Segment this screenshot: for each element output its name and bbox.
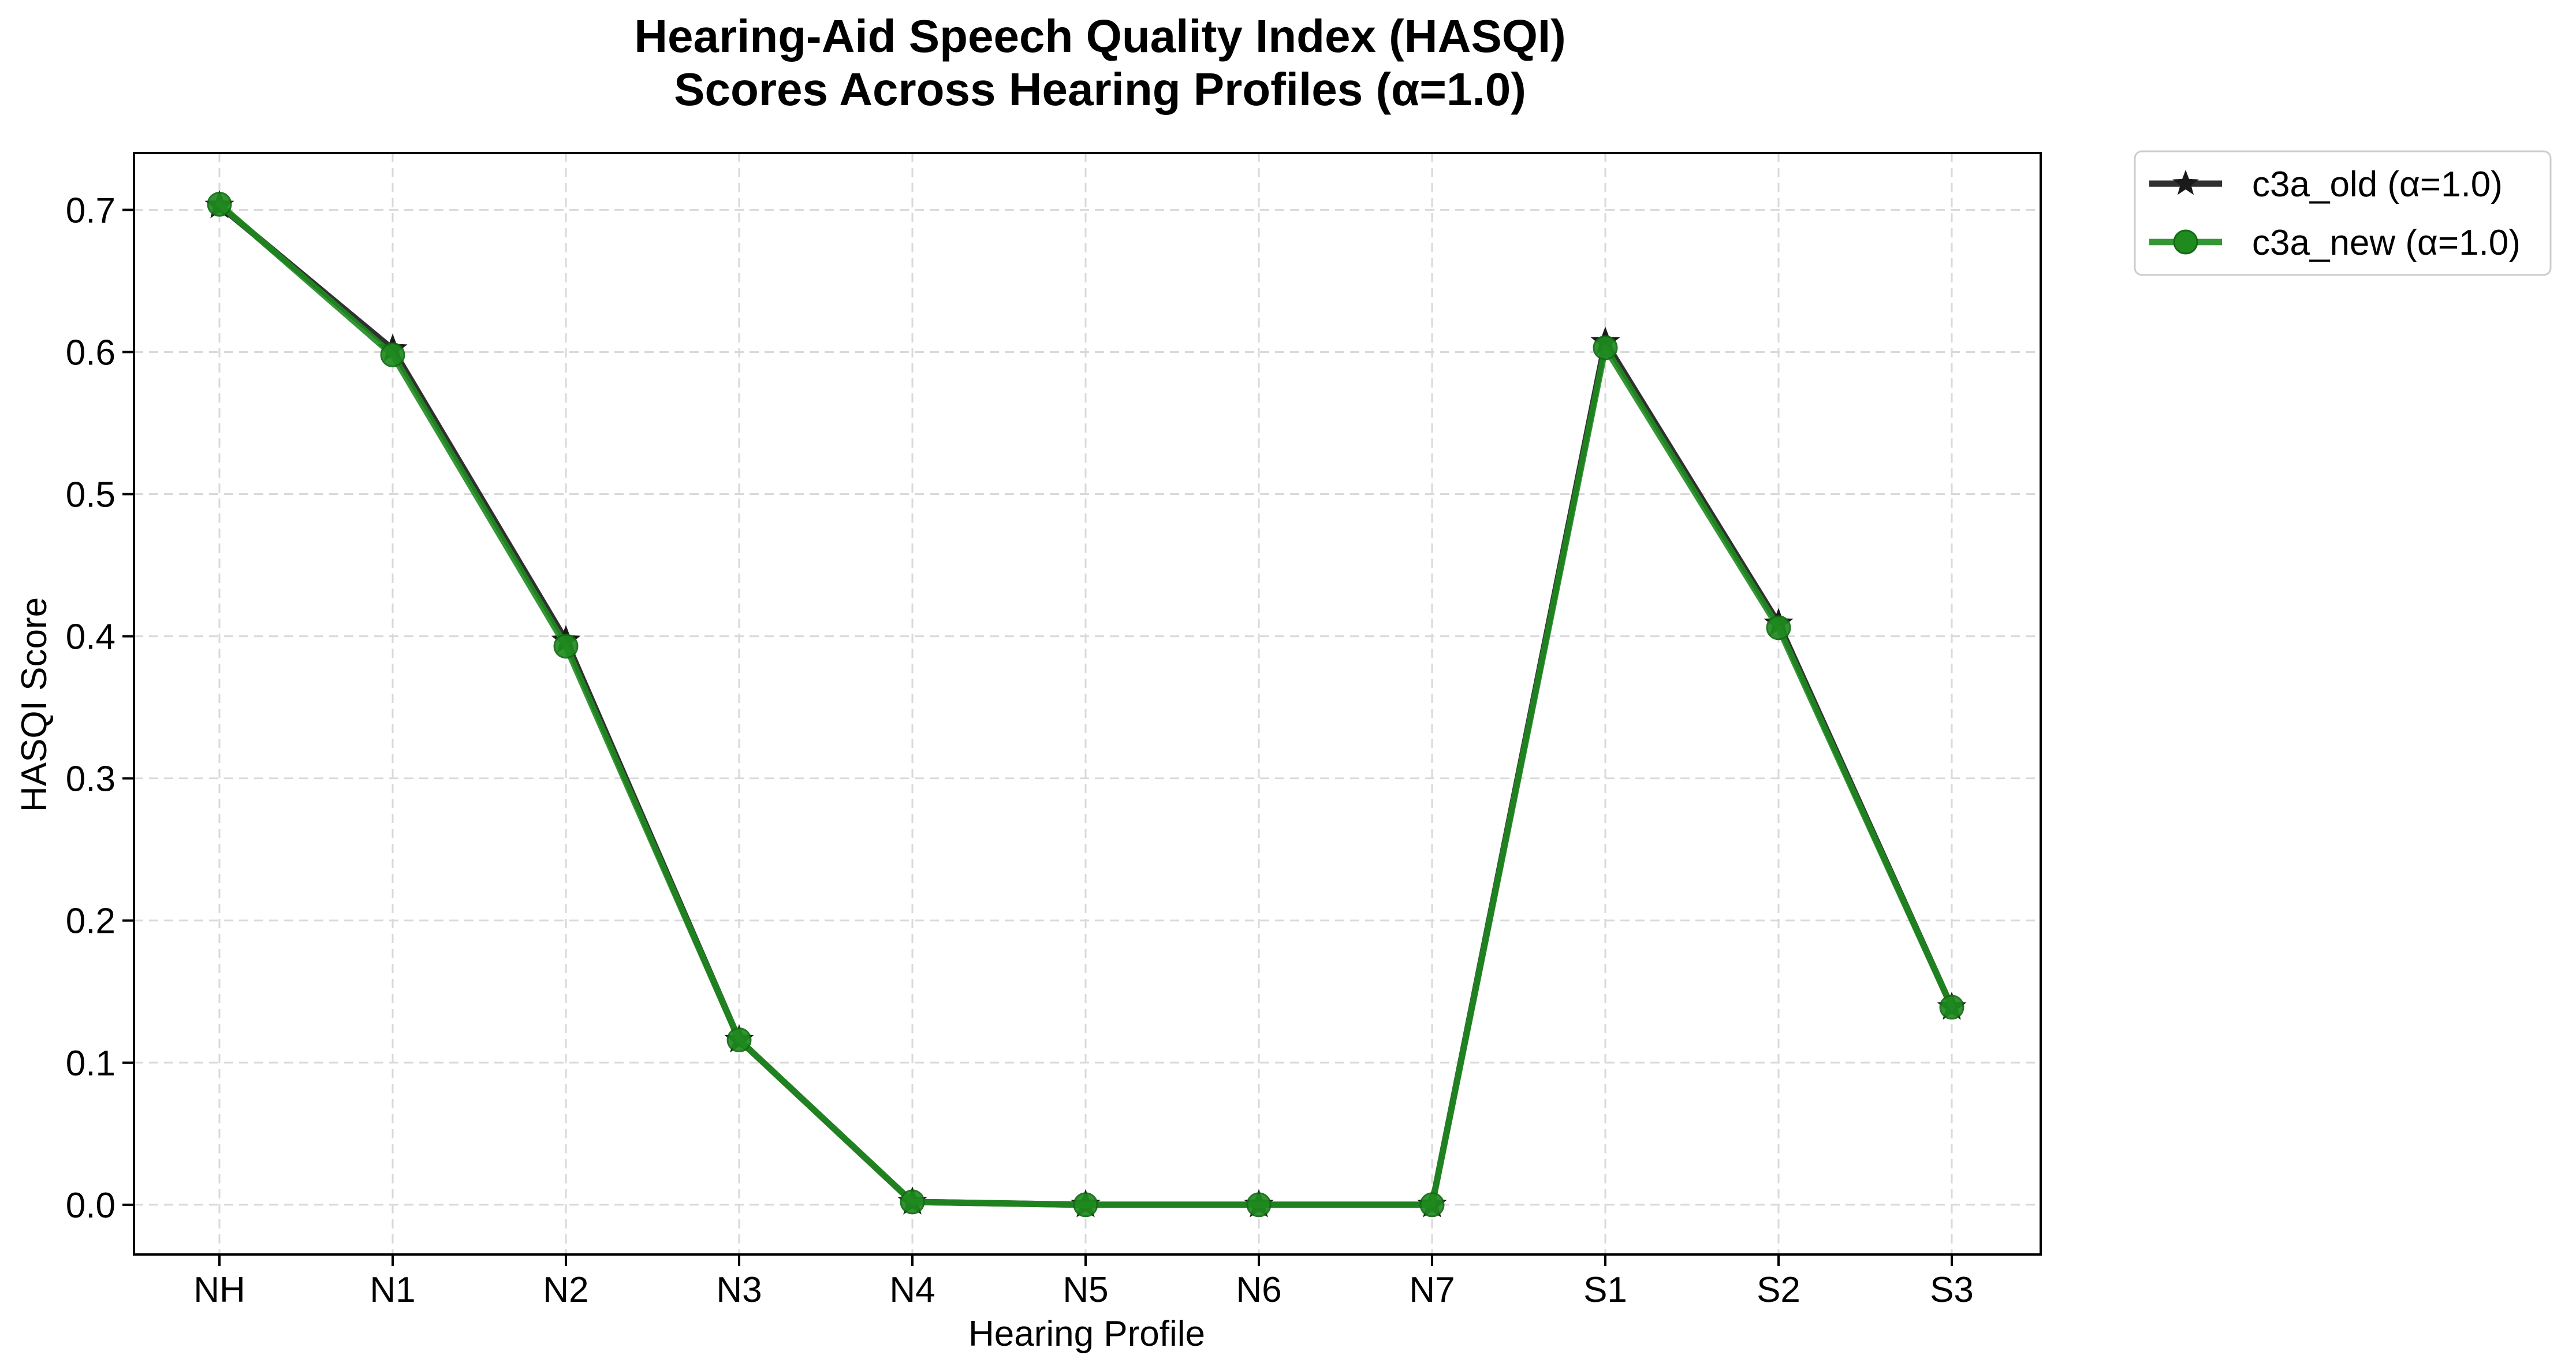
x-tick-label: S1: [1583, 1270, 1627, 1310]
data-point-circle: [1593, 335, 1618, 360]
legend-item: c3a_old (α=1.0): [2149, 165, 2503, 204]
legend-star-marker: [2172, 170, 2199, 195]
legend-items: c3a_old (α=1.0) c3a_new (α=1.0): [2149, 165, 2521, 263]
data-point-circle: [1939, 995, 1964, 1020]
y-tick-label: 0.5: [66, 475, 115, 515]
x-tick-label: N1: [370, 1270, 415, 1310]
y-tick-label: 0.6: [66, 333, 115, 373]
chart-title-line-2: Scores Across Hearing Profiles (α=1.0): [674, 64, 1526, 115]
x-tick-label: N7: [1409, 1270, 1455, 1310]
x-tick-label: N5: [1063, 1270, 1108, 1310]
chart-title-line-1: Hearing-Aid Speech Quality Index (HASQI): [634, 10, 1566, 62]
x-tick-label: NH: [193, 1270, 245, 1310]
data-point-circle: [900, 1189, 925, 1215]
x-tick-label: N6: [1236, 1270, 1281, 1310]
data-point-circle: [726, 1027, 752, 1052]
x-tick-label: S3: [1930, 1270, 1974, 1310]
x-axis-ticks: NH N1 N2 N3 N4 N5 N6 N7 S1 S2 S3: [193, 1254, 1974, 1310]
data-point-circle: [1419, 1192, 1445, 1218]
legend-label: c3a_new (α=1.0): [2252, 223, 2521, 263]
y-axis-label: HASQI Score: [14, 597, 54, 812]
data-point-circle: [553, 634, 579, 659]
y-tick-label: 0.0: [66, 1186, 115, 1226]
x-axis-label: Hearing Profile: [968, 1314, 1205, 1354]
legend: c3a_old (α=1.0) c3a_new (α=1.0): [2134, 150, 2552, 276]
legend-item: c3a_new (α=1.0): [2149, 223, 2521, 263]
y-tick-label: 0.1: [66, 1044, 115, 1084]
data-point-circle: [1246, 1192, 1272, 1218]
data-point-circle: [1766, 615, 1791, 641]
x-tick-label: N4: [889, 1270, 935, 1310]
y-axis-ticks: 0.0 0.1 0.2 0.3 0.4 0.5 0.6 0.7: [66, 191, 134, 1226]
y-tick-label: 0.7: [66, 191, 115, 230]
y-tick-label: 0.3: [66, 760, 115, 799]
data-point-circle: [207, 192, 232, 217]
data-point-circle: [380, 342, 405, 367]
x-tick-label: S2: [1757, 1270, 1800, 1310]
grid-layer: [134, 153, 2041, 1254]
y-tick-label: 0.2: [66, 902, 115, 941]
legend-frame: [2134, 150, 2552, 276]
x-tick-label: N3: [716, 1270, 762, 1310]
plot-frame: [133, 152, 2042, 1256]
legend-label: c3a_old (α=1.0): [2252, 165, 2503, 204]
series-layer: [204, 190, 1967, 1218]
series-2: [207, 192, 1964, 1218]
y-tick-label: 0.4: [66, 617, 115, 657]
data-point-circle: [1073, 1192, 1098, 1218]
legend-circle-marker: [2173, 229, 2198, 255]
x-tick-label: N2: [543, 1270, 588, 1310]
